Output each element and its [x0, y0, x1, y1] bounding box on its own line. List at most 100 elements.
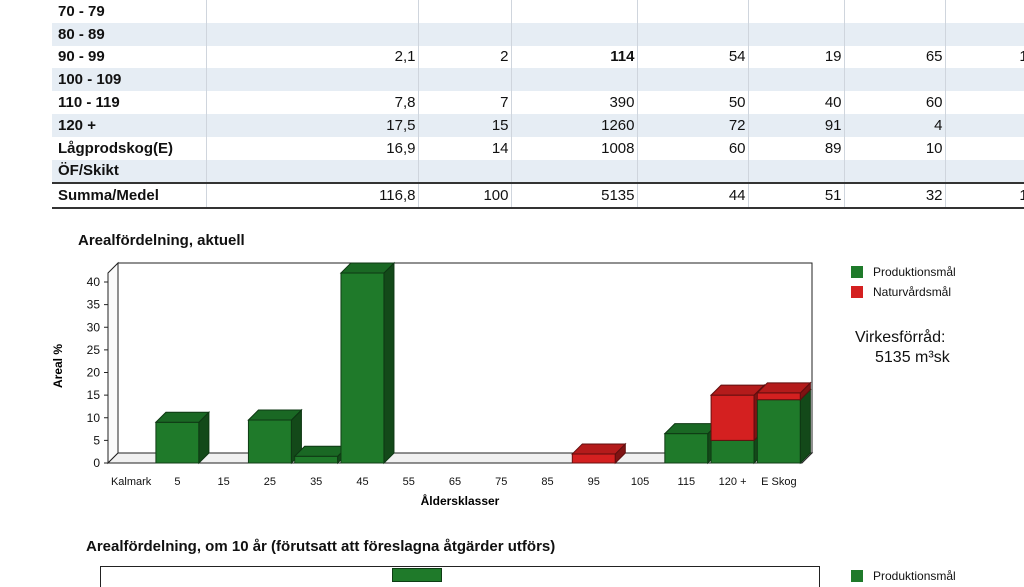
- table-cell: 7,8: [206, 91, 419, 114]
- legend-item-produktion: Produktionsmål: [851, 262, 956, 282]
- table-cell: [206, 22, 419, 46]
- bar-top: [154, 411, 211, 423]
- x-tick-label: 95: [588, 476, 600, 488]
- row-label: 80 - 89: [52, 22, 207, 46]
- y-tick-label: 5: [93, 433, 100, 447]
- chart1-legend: Produktionsmål Naturvårdsmål: [851, 262, 956, 302]
- x-tick-label: 15: [218, 476, 230, 488]
- y-tick-label: 20: [87, 366, 101, 380]
- table-cell: [844, 68, 946, 92]
- table-row: Lågprodskog(E)16,91410086089101: [52, 136, 1024, 160]
- legend-swatch-naturvard: [851, 286, 863, 298]
- x-tick-label: 65: [449, 476, 461, 488]
- row-label: 70 - 79: [52, 0, 207, 23]
- table-cell: [844, 0, 946, 23]
- y-tick-label: 10: [87, 411, 101, 425]
- chart2-legend-item: Produktionsmål: [851, 566, 956, 586]
- chart2-legend: Produktionsmål: [851, 566, 956, 586]
- table-row: 70 - 79: [52, 0, 1024, 23]
- table-cell: 32: [844, 182, 946, 210]
- x-tick-label: 35: [310, 476, 322, 488]
- legend-swatch-produktion: [851, 266, 863, 278]
- table-cell: 17,5: [206, 113, 419, 137]
- table-cell: 14: [418, 136, 512, 160]
- table-cell: 390: [511, 91, 638, 114]
- bar-produktion: [664, 433, 709, 464]
- table-cell: [418, 22, 512, 46]
- table-cell: 1260: [511, 113, 638, 137]
- table-cell: 72: [637, 113, 749, 137]
- x-tick-label: 75: [495, 476, 507, 488]
- table-cell: 7: [418, 91, 512, 114]
- table-cell: [511, 159, 638, 184]
- chart2-legend-swatch: [851, 570, 863, 582]
- table-cell: 50: [637, 91, 749, 114]
- table-cell: [637, 0, 749, 23]
- bar-top: [293, 445, 349, 457]
- chart2-legend-label: Produktionsmål: [873, 569, 956, 583]
- volume-label: Virkesförråd:: [855, 329, 946, 346]
- x-tick-label: 25: [264, 476, 276, 488]
- bar-top: [756, 382, 812, 394]
- table-cell: 51: [748, 182, 845, 210]
- bar-naturvard: [710, 394, 755, 441]
- row-label: 120 +: [52, 113, 207, 137]
- table-cell: [418, 68, 512, 92]
- bar-produktion: [247, 419, 292, 464]
- bar-top: [247, 409, 303, 421]
- x-tick-label: 45: [356, 476, 368, 488]
- bar-top: [339, 262, 396, 274]
- y-tick-label: 30: [87, 320, 101, 334]
- table-cell: [637, 68, 749, 92]
- table-cell: 116,8: [206, 182, 419, 210]
- y-axis-title: Areal %: [51, 344, 65, 388]
- bar-top: [709, 384, 766, 396]
- table-cell: [637, 159, 749, 184]
- x-tick-label: 120 +: [719, 476, 747, 488]
- table-cell: 54: [637, 45, 749, 69]
- table-cell: [511, 22, 638, 46]
- table-cell: [206, 159, 419, 184]
- table-cell: 44: [637, 182, 749, 210]
- table-row: 90 - 992,1211454196516: [52, 45, 1024, 69]
- table-cell: [844, 159, 946, 184]
- bar-produktion: [155, 421, 200, 464]
- row-label: ÖF/Skikt: [52, 159, 207, 184]
- bar-produktion: [710, 439, 755, 464]
- bar-side: [799, 388, 811, 465]
- table-cell: 60: [844, 91, 946, 114]
- table-cell: [637, 22, 749, 46]
- table-cell: 60: [637, 136, 749, 160]
- table-cell: 4: [844, 113, 946, 137]
- table-cell: [418, 0, 512, 23]
- row-label: 110 - 119: [52, 91, 207, 114]
- y-tick-label: 25: [87, 343, 101, 357]
- chart1-title: Arealfördelning, aktuell: [78, 232, 245, 249]
- bar-produktion: [756, 399, 801, 464]
- plot-back-wall: [117, 262, 813, 454]
- volume-summary: Virkesförråd: 5135 m³sk: [855, 328, 950, 368]
- x-tick-label: 5: [174, 476, 180, 488]
- y-tick-label: 15: [87, 388, 101, 402]
- bar-produktion: [294, 455, 339, 464]
- bar-top: [663, 423, 720, 435]
- table-cell: 10: [844, 136, 946, 160]
- table-row: 120 +17,5151260729145: [52, 113, 1024, 137]
- table-cell: [748, 0, 845, 23]
- row-label: 100 - 109: [52, 68, 207, 92]
- table-cell: [748, 68, 845, 92]
- table-cell: [844, 22, 946, 46]
- volume-value: 5135 m³sk: [875, 349, 950, 366]
- y-tick-label: 0: [93, 456, 100, 470]
- table-cell: 2: [418, 45, 512, 69]
- bar-produktion: [340, 272, 385, 464]
- table-cell: 89: [748, 136, 845, 160]
- table-cell: [206, 68, 419, 92]
- table-row: 80 - 89: [52, 22, 1024, 46]
- x-tick-label: 55: [403, 476, 415, 488]
- y-tick-label: 35: [87, 298, 101, 312]
- row-label: Lågprodskog(E): [52, 136, 207, 160]
- row-label: 90 - 99: [52, 45, 207, 69]
